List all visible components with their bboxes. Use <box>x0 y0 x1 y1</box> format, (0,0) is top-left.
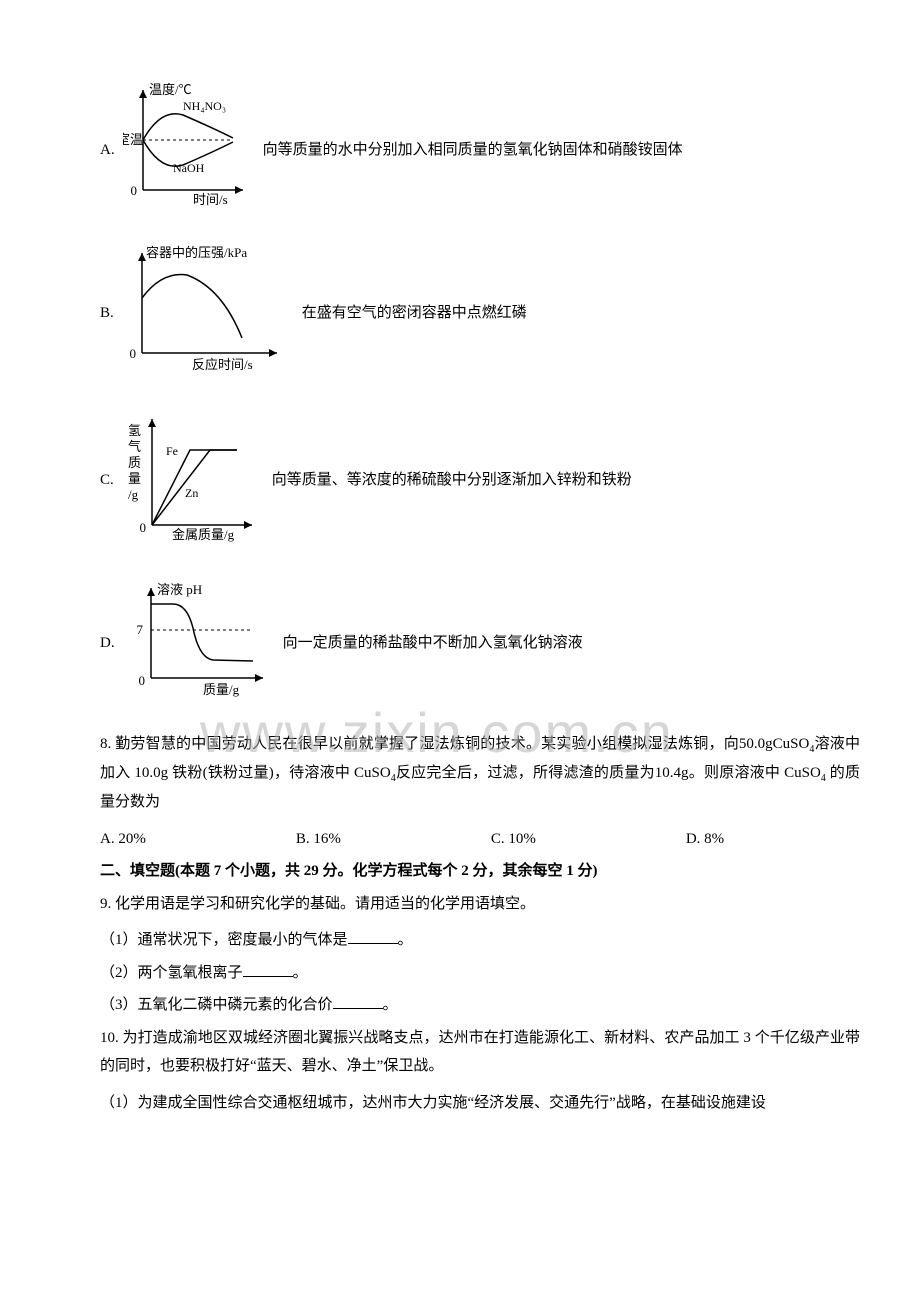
chart-c: 氢 气 质 量 /g 金属质量/g 0 Fe Zn <box>122 405 262 556</box>
question-8: 8. 勤劳智慧的中国劳动人民在很早以前就掌握了湿法炼铜的技术。某实验小组模拟湿法… <box>100 730 860 817</box>
q9-s2-text: （2）两个氢氧根离子 <box>100 965 243 981</box>
chart-d: 溶液 pH 质量/g 0 7 <box>123 578 273 709</box>
option-b-row: B. 容器中的压强/kPa 反应时间/s 0 在盛有空气的密闭容器中点燃红磷 <box>100 243 860 384</box>
question-10-intro: 10. 为打造成渝地区双城经济圈北翼振兴战略支点，达州市在打造能源化工、新材料、… <box>100 1024 860 1081</box>
svg-text:0: 0 <box>138 673 145 688</box>
svg-text:0: 0 <box>130 183 137 198</box>
q8-text-mid2: 反应完全后，过滤，所得滤渣的质量为10.4g。则原溶液中 CuSO <box>396 765 821 781</box>
svg-text:温度/℃: 温度/℃ <box>149 82 192 97</box>
q9-sub3: （3）五氧化二磷中磷元素的化合价 。 <box>100 991 860 1020</box>
option-b-text: 在盛有空气的密闭容器中点燃红磷 <box>302 299 527 328</box>
svg-text:时间/s: 时间/s <box>193 192 228 207</box>
svg-text:反应时间/s: 反应时间/s <box>192 357 253 372</box>
svg-text:0: 0 <box>129 346 136 361</box>
option-c-label: C. <box>100 466 114 495</box>
q8-option-b: B. 16% <box>296 825 341 854</box>
q9-s1-text: （1）通常状况下，密度最小的气体是 <box>100 932 348 948</box>
blank-field[interactable] <box>333 993 383 1010</box>
svg-text:溶液 pH: 溶液 pH <box>157 582 202 597</box>
q9-s3-end: 。 <box>383 997 398 1013</box>
q8-options: A. 20% B. 16% C. 10% D. 8% <box>100 825 860 854</box>
section-2-title: 二、填空题(本题 7 个小题，共 29 分。化学方程式每个 2 分，其余每空 1… <box>100 857 860 886</box>
option-d-row: D. 溶液 pH 质量/g 0 7 向一定质量的稀盐酸中不断加入氢氧化钠溶液 <box>100 578 860 709</box>
svg-text:0: 0 <box>139 520 146 535</box>
q10-sub1: （1）为建成全国性综合交通枢纽城市，达州市大力实施“经济发展、交通先行”战略，在… <box>100 1089 860 1118</box>
chart-b: 容器中的压强/kPa 反应时间/s 0 <box>122 243 292 384</box>
option-a-label: A. <box>100 136 115 165</box>
q9-s2-end: 。 <box>293 965 308 981</box>
option-a-text: 向等质量的水中分别加入相同质量的氢氧化钠固体和硝酸铵固体 <box>263 136 683 165</box>
q9-s3-text: （3）五氧化二磷中磷元素的化合价 <box>100 997 333 1013</box>
svg-text:NaOH: NaOH <box>173 161 205 175</box>
svg-text:7: 7 <box>136 622 143 637</box>
q8-option-c: C. 10% <box>491 825 536 854</box>
q8-option-d: D. 8% <box>686 825 724 854</box>
svg-text:质量/g: 质量/g <box>203 682 240 697</box>
svg-text:金属质量/g: 金属质量/g <box>172 527 235 542</box>
chart-a: 温度/℃ 时间/s 0 室温 NH₄NO₃ NaOH <box>123 80 253 221</box>
svg-text:Fe: Fe <box>166 444 178 458</box>
option-d-text: 向一定质量的稀盐酸中不断加入氢氧化钠溶液 <box>283 629 583 658</box>
option-a-row: A. 温度/℃ 时间/s 0 室温 NH₄NO₃ NaOH 向等质量的水中分别加… <box>100 80 860 221</box>
svg-text:气: 气 <box>128 439 141 454</box>
blank-field[interactable] <box>243 960 293 977</box>
svg-text:NH₄NO₃: NH₄NO₃ <box>183 99 226 113</box>
svg-text:/g: /g <box>128 487 139 502</box>
q9-sub1: （1）通常状况下，密度最小的气体是 。 <box>100 926 860 955</box>
q9-sub2: （2）两个氢氧根离子 。 <box>100 959 860 988</box>
svg-text:Zn: Zn <box>185 486 198 500</box>
question-9-intro: 9. 化学用语是学习和研究化学的基础。请用适当的化学用语填空。 <box>100 890 860 919</box>
option-c-row: C. 氢 气 质 量 /g 金属质量/g 0 Fe Zn 向等质量、等浓度的稀硫… <box>100 405 860 556</box>
svg-text:量: 量 <box>128 471 141 486</box>
q9-s1-end: 。 <box>398 932 413 948</box>
svg-text:室温: 室温 <box>123 132 143 147</box>
svg-text:氢: 氢 <box>128 423 141 438</box>
option-b-label: B. <box>100 299 114 328</box>
svg-text:容器中的压强/kPa: 容器中的压强/kPa <box>146 245 247 260</box>
q8-option-a: A. 20% <box>100 825 146 854</box>
blank-field[interactable] <box>348 928 398 945</box>
option-d-label: D. <box>100 629 115 658</box>
option-c-text: 向等质量、等浓度的稀硫酸中分别逐渐加入锌粉和铁粉 <box>272 466 632 495</box>
svg-text:质: 质 <box>128 455 141 470</box>
q8-text-pre: 8. 勤劳智慧的中国劳动人民在很早以前就掌握了湿法炼铜的技术。某实验小组模拟湿法… <box>100 736 809 752</box>
